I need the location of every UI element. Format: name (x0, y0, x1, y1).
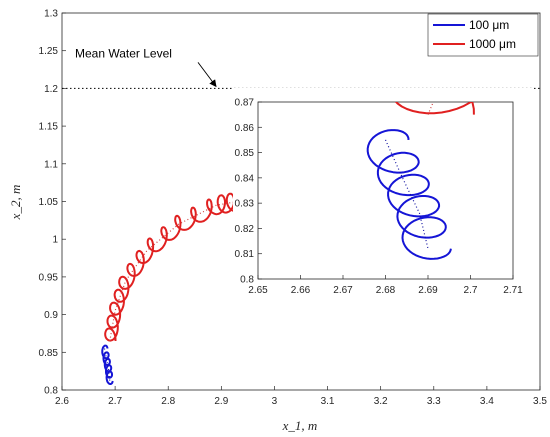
main-y-tick-label: 1.1 (44, 159, 58, 170)
inset-x-tick-label: 2.68 (376, 285, 396, 296)
main-y-tick-label: 1.3 (44, 9, 58, 20)
main-x-tick-label: 3.1 (321, 396, 335, 407)
main-y-tick-label: 1 (52, 235, 58, 246)
inset-x-tick-label: 2.7 (464, 285, 478, 296)
inset-axis-ticks: 2.65 2.66 2.67 2.68 2.69 2.7 2.71 0.8 0.81 0.82 0.… (235, 98, 524, 297)
main-series-mean-path-1 (109, 200, 238, 342)
inset-y-tick-label: 0.87 (235, 98, 255, 109)
inset-x-tick-label: 2.67 (333, 285, 353, 296)
main-series-line-0 (101, 344, 114, 385)
legend: 100 μm 1000 μm (427, 13, 539, 57)
legend-label-1000um: 1000 μm (469, 37, 516, 51)
main-y-tick-label: 0.9 (44, 310, 58, 321)
x-axis-label: x_1, m (282, 418, 318, 433)
inset-y-tick-label: 0.82 (235, 224, 255, 235)
inset-x-tick-label: 2.65 (248, 285, 268, 296)
inset-chart: 2.65 2.66 2.67 2.68 2.69 2.7 2.71 0.8 0.81 0.82 0.… (233, 88, 533, 303)
main-x-tick-label: 2.9 (214, 396, 228, 407)
main-x-tick-label: 2.6 (55, 396, 69, 407)
main-y-tick-label: 1.15 (39, 122, 59, 133)
main-series-line-1 (104, 192, 244, 342)
main-x-tick-label: 3.2 (374, 396, 388, 407)
inset-y-tick-label: 0.83 (235, 199, 255, 210)
inset-x-tick-label: 2.69 (418, 285, 438, 296)
main-axis-ticks: 2.6 2.7 2.8 2.9 3 3.1 3.2 3.3 3.4 3.5 0.8 0.85 0.9 0.… (39, 9, 548, 408)
mean-water-level-arrow (197, 62, 217, 88)
legend-box (427, 13, 539, 57)
main-series-group (101, 192, 244, 385)
main-x-tick-label: 3.5 (533, 396, 547, 407)
main-y-tick-label: 0.8 (44, 386, 58, 397)
inset-x-tick-label: 2.71 (503, 285, 523, 296)
main-x-tick-label: 3.4 (480, 396, 494, 407)
inset-series-line-0 (366, 129, 452, 260)
inset-y-tick-label: 0.85 (235, 148, 255, 159)
main-y-tick-label: 0.85 (39, 348, 59, 359)
main-y-tick-label: 1.05 (39, 197, 59, 208)
inset-y-tick-label: 0.84 (235, 173, 255, 184)
mean-water-level-label: Mean Water Level (75, 46, 172, 60)
main-x-tick-label: 3 (272, 396, 278, 407)
main-x-tick-label: 2.8 (161, 396, 175, 407)
inset-y-tick-label: 0.86 (235, 123, 255, 134)
inset-y-tick-label: 0.8 (240, 275, 254, 286)
main-x-tick-label: 3.3 (427, 396, 441, 407)
main-x-tick-label: 2.7 (108, 396, 122, 407)
inset-x-tick-label: 2.66 (291, 285, 311, 296)
main-y-tick-label: 1.2 (44, 84, 58, 95)
y-axis-label: x_2, m (8, 185, 23, 221)
inset-plot-area (257, 101, 514, 280)
main-y-tick-label: 1.25 (39, 46, 59, 57)
legend-label-100um: 100 μm (469, 18, 509, 32)
inset-y-tick-label: 0.81 (235, 249, 255, 260)
inset-series-group (366, 102, 475, 260)
main-y-tick-label: 0.95 (39, 272, 59, 283)
